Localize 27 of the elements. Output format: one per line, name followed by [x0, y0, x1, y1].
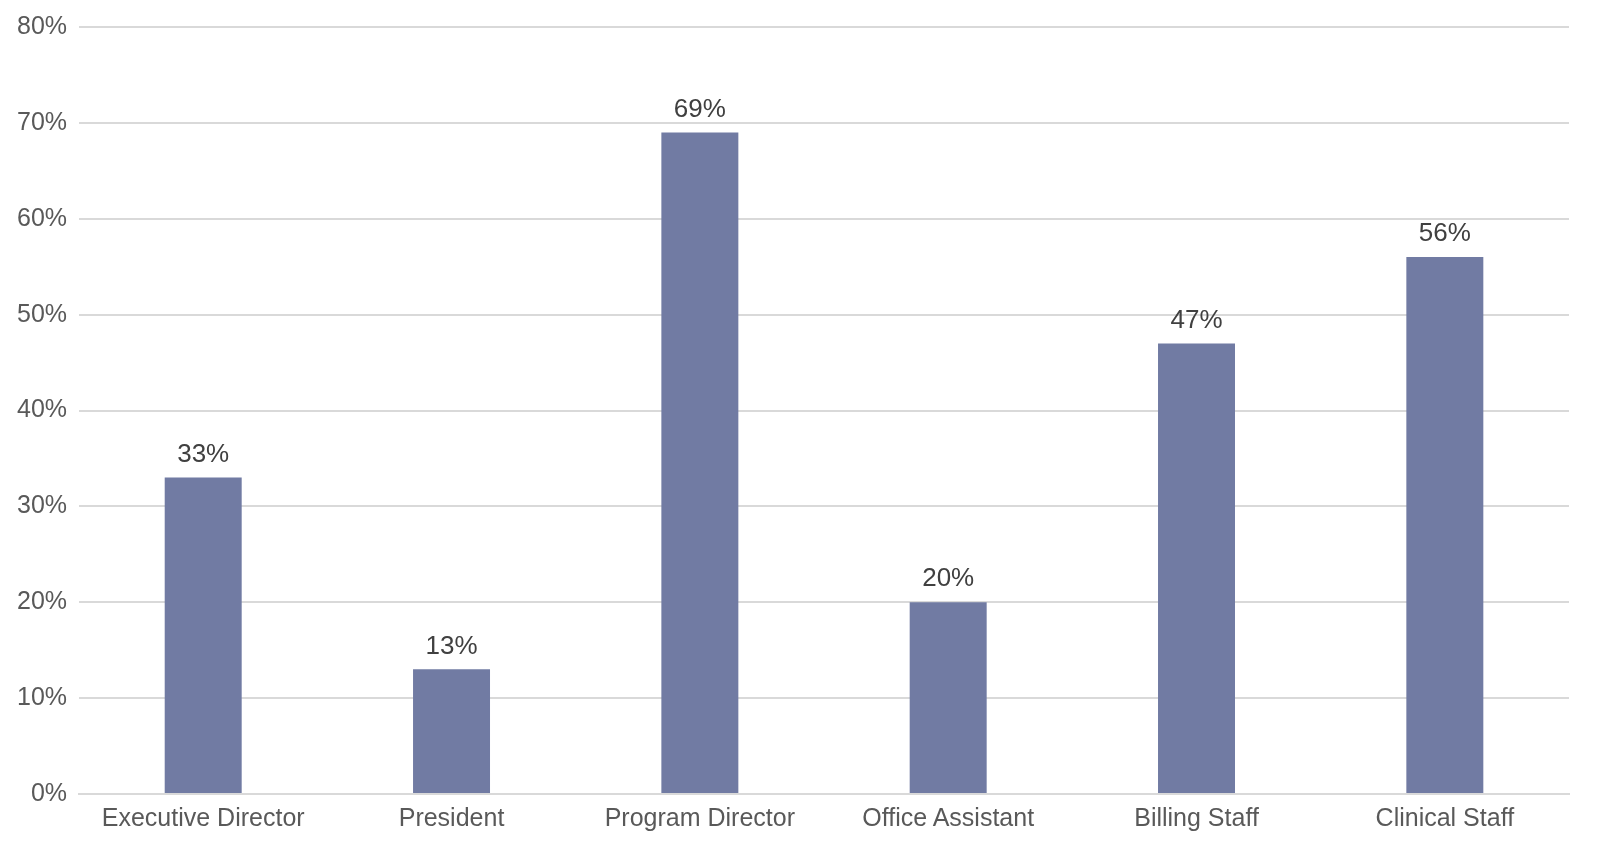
data-label: 47% — [1170, 303, 1223, 334]
y-tick-label: 60% — [16, 202, 68, 231]
data-label: 13% — [425, 629, 478, 660]
y-tick-label: 70% — [16, 106, 68, 135]
data-label: 33% — [177, 437, 230, 468]
bar — [1158, 343, 1235, 793]
y-tick-label: 80% — [16, 10, 68, 39]
data-label: 20% — [922, 562, 975, 593]
x-tick-label: Program Director — [604, 802, 796, 831]
y-tick-label: 10% — [16, 682, 68, 711]
y-tick-label: 0% — [30, 777, 68, 806]
x-tick-label: Executive Director — [101, 802, 305, 831]
data-label: 69% — [673, 92, 726, 123]
bar — [1406, 257, 1484, 793]
x-tick-label: President — [398, 802, 505, 831]
bar — [909, 602, 987, 793]
bar — [413, 669, 491, 793]
x-tick-label: Office Assistant — [862, 802, 1035, 831]
x-tick-label: Clinical Staff — [1375, 802, 1515, 831]
y-tick-label: 20% — [16, 586, 68, 615]
y-tick-label: 30% — [16, 490, 68, 519]
data-label: 56% — [1418, 217, 1471, 248]
bar — [661, 132, 739, 793]
bar — [164, 477, 242, 793]
y-tick-label: 50% — [16, 298, 68, 327]
x-tick-label: Billing Staff — [1134, 802, 1259, 831]
y-tick-label: 40% — [16, 394, 68, 423]
